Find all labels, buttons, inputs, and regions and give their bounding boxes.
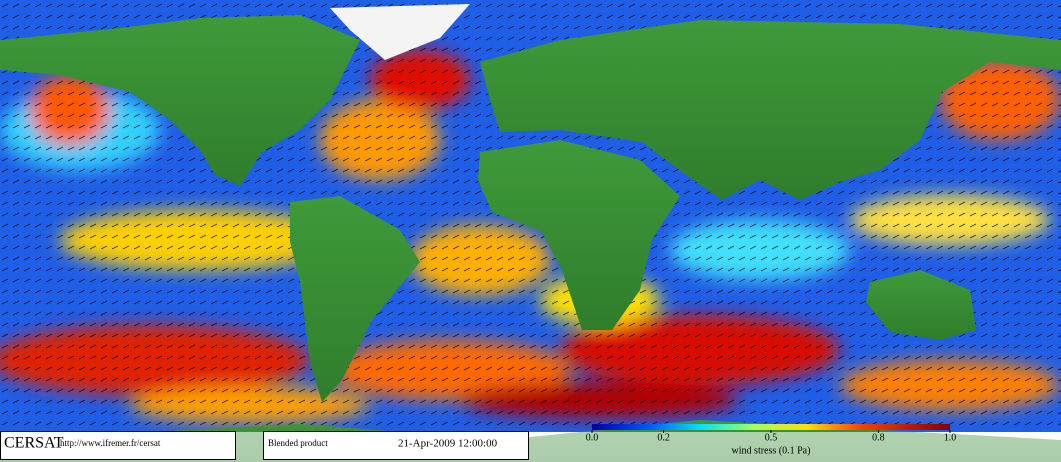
colorbar-tick-label: 1.0 (944, 432, 957, 443)
colorbar: wind stress (0.1 Pa) 0.0 0.2 0.5 0.8 1.0 (586, 424, 957, 456)
date: 21-Apr-2009 12:00:00 (398, 438, 498, 450)
africa (478, 140, 680, 330)
logo: CERSAT (4, 435, 64, 452)
eurasia (480, 20, 1061, 200)
colorbar-tick-label: 0.2 (657, 432, 670, 443)
colorbar-gradient (592, 424, 950, 430)
credit-box (0, 431, 236, 460)
colorbar-tick-label: 0.0 (586, 432, 599, 443)
south-america (290, 196, 420, 402)
land-masses (0, 4, 1061, 462)
colorbar-tick-label: 0.5 (765, 432, 778, 443)
colorbar-label: wind stress (0.1 Pa) (732, 445, 811, 456)
product: Blended product (268, 438, 328, 448)
url: http://www.ifremer.fr/cersat (60, 438, 161, 448)
product-box (263, 431, 529, 460)
greenland (330, 4, 470, 60)
australia (866, 270, 976, 340)
colorbar-tick-label: 0.8 (872, 432, 885, 443)
north-america (0, 15, 360, 186)
footer: CERSAT http://www.ifremer.fr/cersat Blen… (0, 424, 957, 460)
